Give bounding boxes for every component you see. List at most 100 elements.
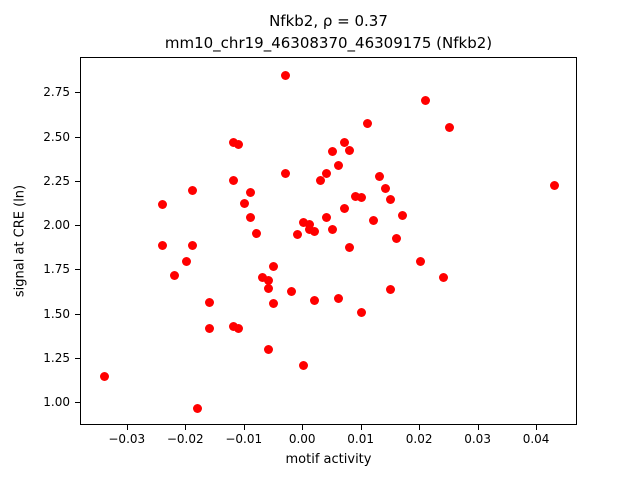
scatter-point (193, 403, 203, 413)
scatter-point (263, 345, 273, 355)
scatter-point (263, 283, 273, 293)
scatter-point (444, 122, 454, 132)
scatter-point (263, 276, 273, 286)
y-tick-label: 1.00 (43, 395, 70, 409)
scatter-point (292, 230, 302, 240)
scatter-point (398, 210, 408, 220)
scatter-point (550, 180, 560, 190)
scatter-point (246, 212, 256, 222)
scatter-point (181, 256, 191, 266)
y-axis-label: signal at CRE (ln) (12, 184, 28, 298)
scatter-point (257, 272, 267, 282)
scatter-point (392, 233, 402, 243)
y-tick-mark (75, 313, 80, 315)
chart-title: Nfkb2, ρ = 0.37 mm10_chr19_46308370_4630… (80, 10, 577, 54)
y-tick-mark (75, 402, 80, 403)
scatter-point (374, 172, 384, 182)
x-tick-label: 0.00 (288, 432, 316, 446)
scatter-point (298, 218, 308, 228)
scatter-point (304, 219, 314, 229)
scatter-point (333, 294, 343, 304)
x-tick-label: −0.01 (225, 432, 263, 446)
scatter-point (298, 361, 308, 371)
scatter-point (158, 200, 168, 210)
y-tick-label: 1.75 (43, 262, 70, 277)
scatter-point (357, 193, 367, 203)
scatter-point (386, 285, 396, 295)
scatter-point (421, 95, 431, 105)
scatter-point (281, 71, 291, 81)
x-tick-label: 0.02 (405, 432, 433, 446)
x-tick-mark (360, 425, 362, 430)
scatter-point (386, 195, 396, 205)
scatter-point (322, 212, 332, 222)
y-tick-label: 2.75 (43, 85, 70, 100)
scatter-point (187, 241, 197, 251)
scatter-point (415, 256, 425, 266)
y-tick-label: 1.25 (43, 350, 70, 365)
scatter-point (205, 297, 215, 307)
scatter-point (339, 138, 349, 148)
scatter-point (333, 161, 343, 171)
y-tick-mark (75, 92, 80, 94)
scatter-point (310, 295, 320, 305)
scatter-point (240, 198, 250, 208)
x-tick-mark (243, 425, 245, 430)
plot-area (80, 57, 577, 425)
scatter-point (380, 184, 390, 194)
scatter-point (439, 272, 449, 282)
scatter-point (205, 324, 215, 334)
scatter-point (251, 228, 261, 238)
chart-title-line1: Nfkb2, ρ = 0.37 (269, 12, 388, 30)
scatter-point (351, 191, 361, 201)
y-tick-mark (75, 357, 80, 359)
scatter-point (158, 241, 168, 251)
scatter-point (363, 118, 372, 128)
scatter-point (187, 186, 197, 196)
x-tick-mark (477, 425, 479, 430)
scatter-point (316, 175, 326, 185)
y-tick-label: 2.50 (43, 129, 70, 144)
x-tick-mark (536, 425, 538, 430)
x-tick-mark (185, 425, 187, 430)
scatter-point (228, 138, 238, 148)
scatter-point (322, 168, 332, 178)
y-tick-mark (75, 269, 80, 271)
chart-title-line2: mm10_chr19_46308370_46309175 (Nfkb2) (164, 34, 493, 52)
y-tick-label: 2.25 (43, 173, 70, 188)
scatter-point (281, 168, 291, 178)
scatter-point (234, 140, 244, 150)
scatter-point (304, 225, 314, 235)
x-axis-label: motif activity (285, 452, 372, 467)
scatter-point (170, 271, 180, 281)
scatter-point (228, 175, 238, 185)
x-tick-label: 0.04 (522, 432, 550, 446)
scatter-point (228, 322, 238, 332)
x-tick-mark (419, 425, 421, 430)
x-tick-label: 0.01 (347, 432, 375, 446)
scatter-point (99, 371, 109, 381)
scatter-point (345, 145, 355, 155)
x-tick-label: −0.02 (166, 432, 204, 446)
x-tick-label: −0.03 (108, 432, 146, 446)
scatter-point (357, 308, 367, 318)
scatter-point (327, 225, 337, 235)
scatter-point (327, 147, 337, 157)
y-tick-mark (75, 180, 80, 182)
scatter-point (246, 187, 256, 197)
y-tick-label: 2.00 (43, 218, 70, 233)
scatter-point (368, 216, 378, 226)
scatter-point (269, 299, 279, 309)
y-tick-label: 1.50 (43, 306, 70, 321)
x-tick-label: 0.03 (464, 432, 491, 446)
scatter-point (339, 203, 349, 213)
x-tick-mark (126, 425, 128, 430)
scatter-point (269, 262, 279, 272)
scatter-point (234, 324, 244, 334)
scatter-point (345, 242, 355, 252)
x-tick-mark (302, 425, 304, 430)
scatter-point (310, 226, 320, 236)
scatter-point (286, 287, 296, 297)
y-tick-mark (75, 136, 80, 138)
